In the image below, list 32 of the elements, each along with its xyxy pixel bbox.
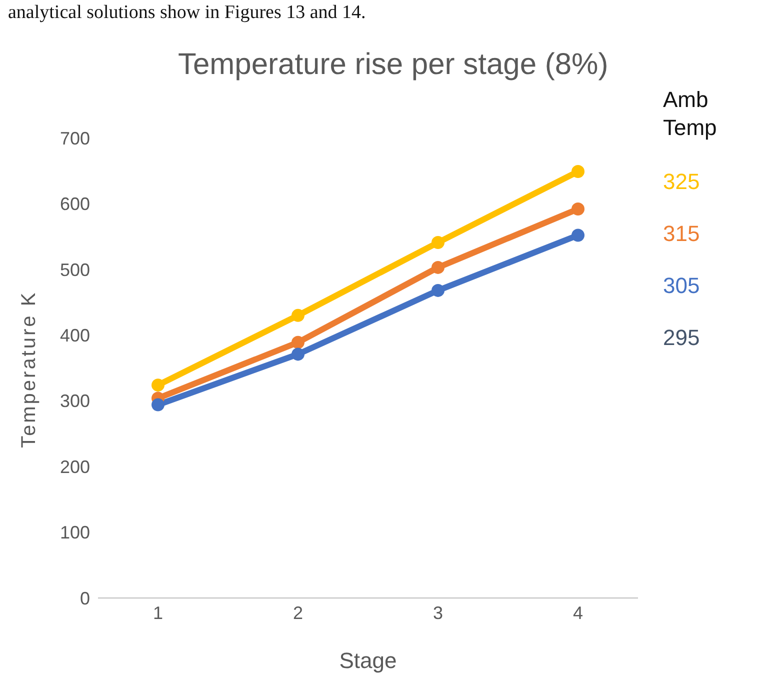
text: 325: [663, 168, 701, 196]
point: [292, 336, 304, 349]
point: [432, 236, 444, 249]
x-axis-title: Stage: [339, 648, 397, 673]
point: [292, 308, 304, 322]
x-tick-label: 1: [152, 602, 164, 623]
y-tick-label: 700: [60, 128, 90, 148]
y-tick-label: 100: [60, 522, 90, 543]
y-tick-label: 200: [60, 456, 90, 477]
y-tick-label: 500: [60, 260, 90, 280]
point: [572, 202, 584, 216]
text: 305: [663, 272, 701, 300]
y-tick-label: 300: [60, 391, 90, 412]
y-tick-label: 0: [80, 588, 90, 608]
y-axis-title: Temperature K: [18, 290, 40, 448]
x-tick-label: 3: [432, 602, 444, 623]
point: [572, 165, 584, 178]
chart-title: Temperature rise per stage (8%): [178, 48, 608, 82]
text: 295: [663, 324, 701, 352]
point: [432, 260, 444, 274]
y-tick-label: 400: [60, 326, 90, 346]
point: [292, 348, 304, 361]
point: [152, 378, 164, 392]
legend-title: Amb Temp: [663, 86, 718, 142]
x-tick-label: 4: [572, 602, 584, 623]
point: [572, 228, 584, 242]
text: analytical solutions show in Figures 13 and 14.: [8, 2, 366, 24]
text: 315: [663, 220, 701, 248]
point: [152, 398, 164, 412]
y-tick-label: 600: [60, 194, 90, 214]
x-tick-label: 2: [292, 602, 304, 623]
point: [432, 284, 444, 297]
